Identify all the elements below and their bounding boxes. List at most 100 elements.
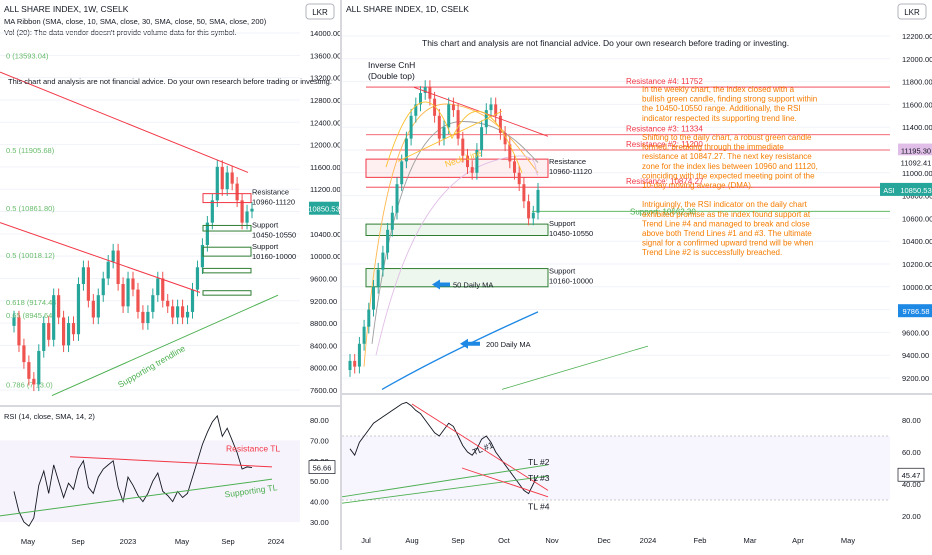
rsi-line — [13, 414, 253, 527]
daily-candle — [367, 309, 371, 327]
weekly-chart-svg[interactable]: ALL SHARE INDEX, 1W, CSELK MA Ribbon (SMA… — [0, 0, 341, 550]
weekly-candle — [17, 317, 21, 346]
tl2-line — [341, 464, 549, 498]
analysis-text-line: bullish green candle, finding strong sup… — [642, 95, 817, 104]
fib-level-label: 0.618 (9174.44) — [6, 298, 59, 307]
price-tick-label: 10400.00 — [902, 237, 932, 246]
daily-candle — [451, 104, 455, 111]
support-zone-3 — [202, 267, 252, 274]
fib-level-label: 0.5 (11905.68) — [6, 146, 55, 155]
price-tick-label: 14000.00 — [310, 29, 340, 38]
weekly-candle — [126, 278, 130, 307]
ma-tag-1-bg — [898, 143, 932, 157]
time-label: Oct — [498, 536, 511, 545]
support-price-label: Support: 10662.30 — [630, 207, 696, 216]
daily-candle — [536, 189, 540, 213]
rsi-tick-label: 40.00 — [902, 480, 921, 489]
rsi-resistance-tl — [69, 456, 273, 468]
ma-tag-2: 11092.41 — [901, 158, 932, 167]
price-tick-label: 10400.00 — [310, 230, 340, 239]
price-tick-label: 12000.00 — [310, 141, 340, 150]
support-zone-2 — [365, 268, 549, 288]
time-label: Nov — [545, 536, 559, 545]
support-zone-1 — [202, 224, 252, 232]
daily-candle — [513, 161, 516, 173]
tl-label: TL #2 — [528, 457, 550, 467]
weekly-candle — [240, 200, 244, 223]
analysis-text-line: exhibited promise as the index found sup… — [642, 210, 811, 219]
ma-tag-2-bg — [898, 155, 932, 169]
zone-sup1-range: 10450-10550 — [549, 229, 593, 238]
weekly-candle — [116, 250, 120, 285]
fib-level-label: 0.5 (10861.80) — [6, 204, 55, 213]
weekly-candle — [42, 323, 46, 351]
daily-candle — [531, 212, 535, 219]
weekly-candle — [47, 323, 51, 340]
support-zone-2 — [202, 246, 252, 257]
daily-candle — [489, 104, 493, 111]
daily-candle — [466, 155, 469, 168]
weekly-disclaimer: This chart and analysis are not financia… — [8, 77, 332, 86]
weekly-indicator-ma: MA Ribbon (SMA, close, 10, SMA, close, 3… — [4, 17, 267, 26]
long-support-trendline — [501, 345, 649, 390]
daily-candle — [442, 127, 446, 139]
daily-candle — [503, 132, 507, 145]
daily-candle — [517, 172, 521, 185]
price-tick-label: 8000.00 — [310, 364, 337, 373]
weekly-candle — [171, 306, 175, 318]
weekly-candle — [166, 300, 170, 307]
lower-resistance-trendline — [0, 222, 201, 293]
ma-tag-1: 11195.30 — [901, 147, 931, 156]
pane-divider[interactable] — [340, 0, 342, 550]
daily-candle — [480, 127, 484, 150]
daily-candle — [357, 343, 361, 367]
weekly-chart-pane[interactable]: ALL SHARE INDEX, 1W, CSELK MA Ribbon (SMA… — [0, 0, 341, 550]
price-tick-label: 9600.00 — [310, 274, 337, 283]
supporting-trendline — [51, 294, 279, 397]
support1-range: 10450-10550 — [252, 230, 296, 239]
daily-chart-svg[interactable]: ALL SHARE INDEX, 1D, CSELK LKR This chart … — [341, 0, 932, 550]
weekly-candle — [195, 267, 200, 290]
rsi-resistance-label: Resistance TL — [226, 444, 280, 454]
price-tick-label: 10000.00 — [310, 252, 340, 261]
daily-candle — [395, 184, 399, 213]
weekly-candle — [220, 166, 224, 190]
analysis-text-line: Intriguingly, the RSI indicator on the d… — [642, 200, 808, 209]
weekly-candle — [225, 172, 229, 190]
currency-button — [305, 3, 335, 20]
rsi-tag: 56.66 — [313, 464, 332, 473]
daily-candle — [508, 144, 512, 162]
analysis-text-line: indicator respected its supporting trend… — [642, 114, 797, 123]
time-label: Apr — [792, 536, 804, 545]
daily-disclaimer: This chart and analysis are not financia… — [422, 38, 789, 48]
daily-chart-pane[interactable]: ALL SHARE INDEX, 1D, CSELK LKR This chart … — [341, 0, 932, 550]
analysis-text-line: formed, breaking through the immediate — [642, 143, 784, 152]
weekly-candle — [250, 208, 254, 212]
weekly-candle — [57, 295, 61, 318]
daily-title: ALL SHARE INDEX, 1D, CSELK — [346, 4, 469, 14]
ma200-line — [381, 311, 539, 390]
zone-res-range: 10960-11120 — [549, 167, 592, 176]
price-tick-label: 10200.00 — [902, 260, 932, 269]
price-tick-label: 11800.00 — [902, 78, 932, 87]
weekly-candle — [176, 306, 180, 318]
ma200-arrow-icon — [460, 338, 480, 349]
daily-candle — [409, 115, 413, 139]
ma200-tag: 9786.58 — [902, 307, 929, 316]
tl-label: TL #3 — [528, 473, 550, 483]
daily-candle — [527, 201, 531, 219]
trendline-label: Supporting trendline — [116, 343, 187, 390]
zone-sup2-range: 10160-10000 — [549, 277, 593, 286]
daily-candle — [423, 87, 427, 93]
daily-candle — [433, 98, 437, 116]
currency-label: LKR — [312, 8, 328, 17]
daily-candle — [348, 360, 352, 371]
rsi-tag-bg — [308, 460, 336, 474]
price-tick-label: 12000.00 — [902, 55, 932, 64]
analysis-text-line: Trend Line #4 and managed to break and c… — [642, 219, 810, 228]
weekly-candle — [245, 211, 249, 223]
analysis-text-line: In the weekly chart, the index closed wi… — [642, 85, 795, 94]
rsi-tick-label: 50.00 — [310, 477, 329, 486]
analysis-text-line: coinciding with the expected meeting poi… — [642, 171, 815, 180]
daily-candle — [419, 93, 422, 105]
